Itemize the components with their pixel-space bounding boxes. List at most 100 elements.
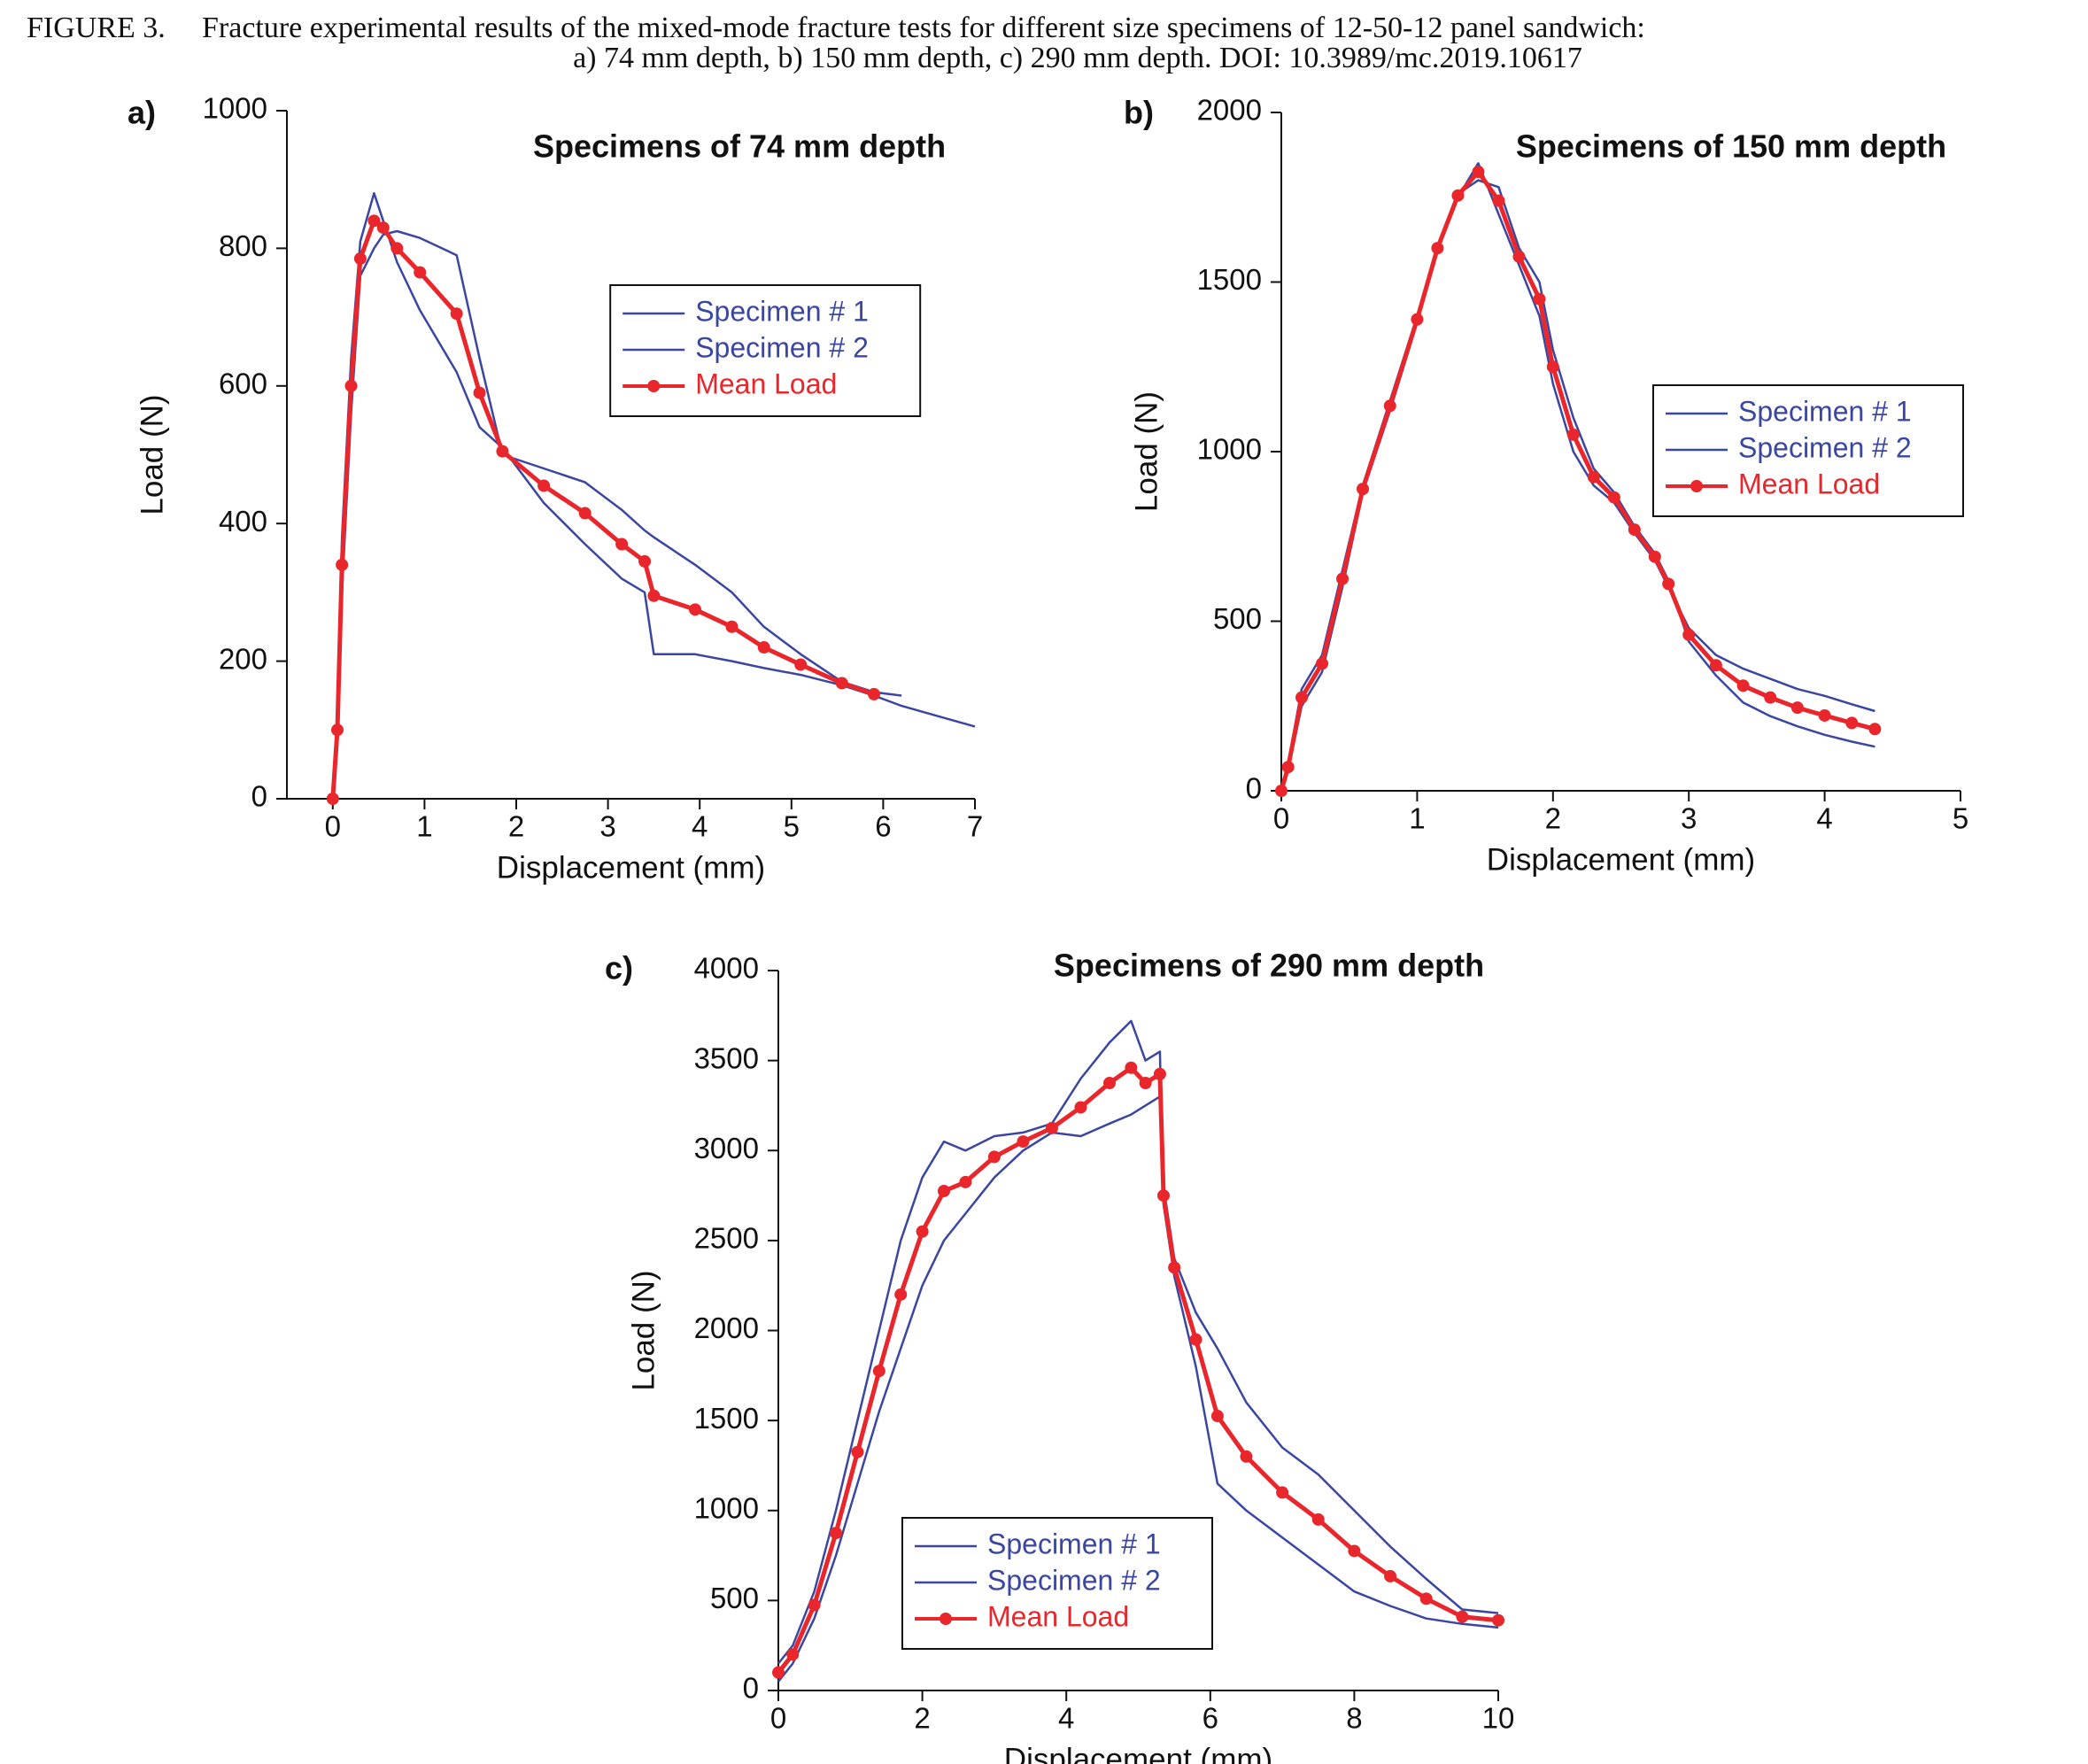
y-tick-label: 500 — [1213, 602, 1262, 635]
data-point — [689, 603, 702, 616]
data-point — [473, 386, 486, 399]
data-point — [353, 252, 367, 266]
data-point — [959, 1175, 972, 1188]
data-point — [1533, 292, 1546, 306]
data-point — [1628, 523, 1641, 537]
y-tick-label: 600 — [219, 368, 267, 400]
data-point — [1275, 785, 1288, 797]
data-point — [496, 445, 509, 458]
data-point — [1384, 1569, 1397, 1582]
y-tick-label: 2000 — [1197, 94, 1262, 127]
data-point — [1790, 701, 1804, 715]
chart-title: Specimens of 290 mm depth — [1054, 948, 1484, 984]
x-axis-label: Displacement (mm) — [497, 850, 765, 885]
data-point — [647, 589, 661, 602]
y-tick-label: 1000 — [1197, 433, 1262, 466]
y-tick-label: 1500 — [1197, 263, 1262, 296]
x-tick-label: 4 — [1058, 1702, 1074, 1735]
data-point — [1074, 1101, 1087, 1114]
legend-label: Specimen # 2 — [695, 331, 869, 363]
data-point — [835, 677, 848, 690]
data-point — [1348, 1544, 1361, 1558]
data-point — [937, 1184, 950, 1197]
data-point — [916, 1225, 929, 1238]
data-point — [1336, 572, 1349, 585]
y-tick-label: 1000 — [694, 1491, 759, 1524]
x-tick-label: 0 — [325, 810, 341, 843]
y-tick-label: 3000 — [694, 1132, 759, 1164]
data-point — [1017, 1135, 1030, 1149]
data-point — [894, 1288, 908, 1301]
data-point — [772, 1666, 785, 1679]
x-tick-label: 8 — [1346, 1702, 1362, 1735]
legend-label: Specimen # 1 — [1738, 395, 1912, 427]
data-point — [851, 1445, 864, 1458]
y-tick-label: 800 — [219, 229, 267, 262]
y-tick-label: 0 — [1246, 772, 1262, 805]
data-point — [1736, 679, 1750, 692]
x-tick-label: 2 — [508, 810, 524, 843]
data-point — [1357, 483, 1370, 496]
legend-label: Mean Load — [987, 1600, 1129, 1632]
data-point — [336, 558, 349, 571]
x-tick-label: 1 — [1409, 802, 1425, 835]
y-tick-label: 2000 — [694, 1311, 759, 1344]
y-tick-label: 400 — [219, 505, 267, 538]
x-tick-label: 2 — [914, 1702, 930, 1735]
series-line — [331, 191, 976, 800]
data-point — [391, 242, 404, 255]
x-tick-label: 6 — [1203, 1702, 1218, 1735]
x-axis-label: Displacement (mm) — [1004, 1742, 1272, 1764]
data-point — [1240, 1450, 1253, 1463]
data-point — [1276, 1486, 1289, 1499]
legend-label: Mean Load — [695, 368, 837, 399]
data-point — [1818, 708, 1831, 722]
y-tick-label: 200 — [219, 642, 267, 675]
data-point — [1845, 716, 1859, 730]
caption-line: Fracture experimental results of the mix… — [202, 12, 1645, 44]
data-point — [1383, 399, 1396, 413]
y-tick-label: 1500 — [694, 1402, 759, 1435]
y-tick-label: 2500 — [694, 1222, 759, 1255]
data-point — [1451, 189, 1465, 202]
x-tick-label: 1 — [416, 810, 432, 843]
data-point — [1139, 1077, 1152, 1090]
data-point — [1281, 761, 1295, 774]
data-point — [330, 723, 344, 737]
data-point — [725, 620, 739, 633]
y-tick-label: 500 — [710, 1582, 759, 1614]
series-line — [777, 1095, 1499, 1683]
x-tick-label: 2 — [1545, 802, 1561, 835]
panel-label: c) — [605, 950, 633, 986]
data-point — [786, 1648, 800, 1661]
x-tick-label: 3 — [599, 810, 615, 843]
data-point — [1456, 1610, 1469, 1623]
data-point — [1472, 166, 1485, 179]
data-point — [1045, 1121, 1058, 1134]
series-line — [777, 1065, 1499, 1675]
data-point — [794, 658, 808, 671]
data-point — [1566, 428, 1580, 441]
data-point — [1682, 628, 1696, 641]
data-point — [1492, 194, 1505, 207]
x-axis-label: Displacement (mm) — [1487, 842, 1755, 877]
data-point — [578, 507, 592, 520]
data-point — [1431, 242, 1444, 255]
y-axis-label: Load (N) — [626, 1270, 661, 1390]
data-point — [1156, 1189, 1170, 1203]
legend-marker — [1690, 480, 1703, 492]
panel-label: a) — [128, 95, 156, 131]
x-tick-label: 4 — [1816, 802, 1832, 835]
x-tick-label: 5 — [784, 810, 800, 843]
legend-label: Specimen # 2 — [1738, 431, 1912, 463]
data-point — [638, 554, 652, 568]
data-point — [450, 307, 463, 321]
data-point — [1709, 659, 1722, 672]
y-tick-label: 4000 — [694, 952, 759, 985]
data-point — [1546, 360, 1559, 374]
x-tick-label: 0 — [1273, 802, 1289, 835]
data-point — [1125, 1061, 1138, 1074]
data-point — [757, 641, 770, 654]
x-tick-label: 7 — [967, 810, 983, 843]
data-point — [1411, 313, 1424, 326]
